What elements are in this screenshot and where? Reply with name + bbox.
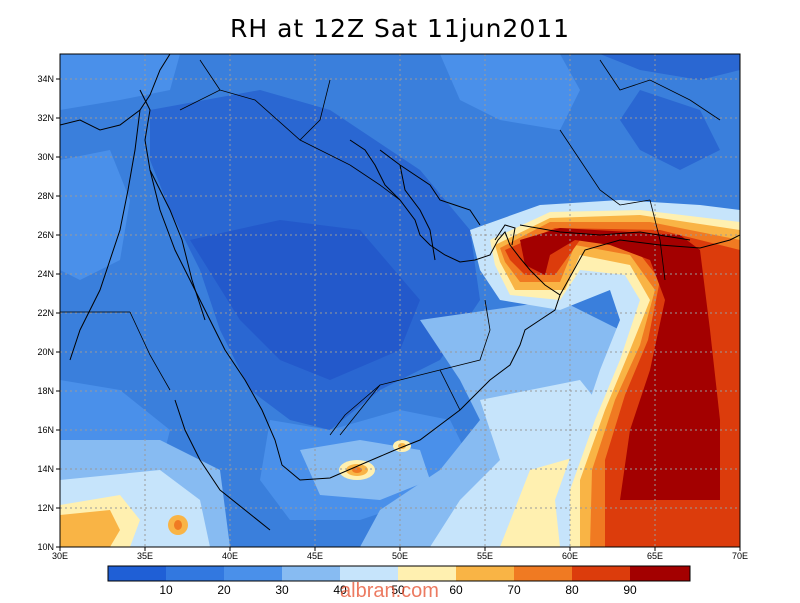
y-tick-label: 24N: [37, 269, 54, 279]
colorbar-swatch: [224, 566, 282, 581]
x-tick-label: 60E: [562, 551, 578, 561]
colorbar-swatch: [572, 566, 630, 581]
colorbar-swatch: [108, 566, 166, 581]
colorbar-label: 30: [275, 583, 289, 597]
y-tick-label: 10N: [37, 542, 54, 552]
y-tick-label: 22N: [37, 308, 54, 318]
colorbar-swatch: [630, 566, 690, 581]
y-tick-label: 14N: [37, 464, 54, 474]
y-tick-label: 26N: [37, 230, 54, 240]
x-tick-label: 30E: [52, 551, 68, 561]
x-tick-label: 35E: [137, 551, 153, 561]
colorbar-label: 50: [391, 583, 405, 597]
colorbar-swatch: [456, 566, 514, 581]
x-tick-label: 45E: [307, 551, 323, 561]
y-axis: 10N 12N 14N 16N 18N 20N 22N 24N 26N 28N …: [37, 74, 60, 552]
coastlines: [60, 54, 740, 531]
colorbar-label: 80: [565, 583, 579, 597]
watermark: albran.com: [340, 580, 439, 602]
colorbar-label: 60: [449, 583, 463, 597]
x-axis: 30E 35E 40E 45E 50E 55E 60E 65E 70E: [52, 547, 748, 561]
x-tick-label: 55E: [477, 551, 493, 561]
y-tick-label: 34N: [37, 74, 54, 84]
colorbar-label: 40: [333, 583, 347, 597]
colorbar-swatch: [514, 566, 572, 581]
x-tick-label: 65E: [647, 551, 663, 561]
y-tick-label: 16N: [37, 425, 54, 435]
y-tick-label: 28N: [37, 191, 54, 201]
colorbar-label: 10: [159, 583, 173, 597]
colorbar-swatch: [282, 566, 340, 581]
y-tick-label: 18N: [37, 386, 54, 396]
colorbar-swatch: [398, 566, 456, 581]
colorbar: [107, 565, 691, 582]
colorbar-label: 90: [623, 583, 637, 597]
x-tick-label: 70E: [732, 551, 748, 561]
colorbar-label: 70: [507, 583, 521, 597]
colorbar-label: 20: [217, 583, 231, 597]
x-tick-label: 50E: [392, 551, 408, 561]
grid-lines: [60, 54, 740, 547]
colorbar-swatch: [340, 566, 398, 581]
map-title: RH at 12Z Sat 11jun2011: [229, 14, 571, 43]
y-tick-label: 30N: [37, 152, 54, 162]
y-tick-label: 12N: [37, 503, 54, 513]
y-tick-label: 20N: [37, 347, 54, 357]
political-borders: [60, 59, 721, 436]
y-tick-label: 32N: [37, 113, 54, 123]
x-tick-label: 40E: [222, 551, 238, 561]
colorbar-swatch: [166, 566, 224, 581]
